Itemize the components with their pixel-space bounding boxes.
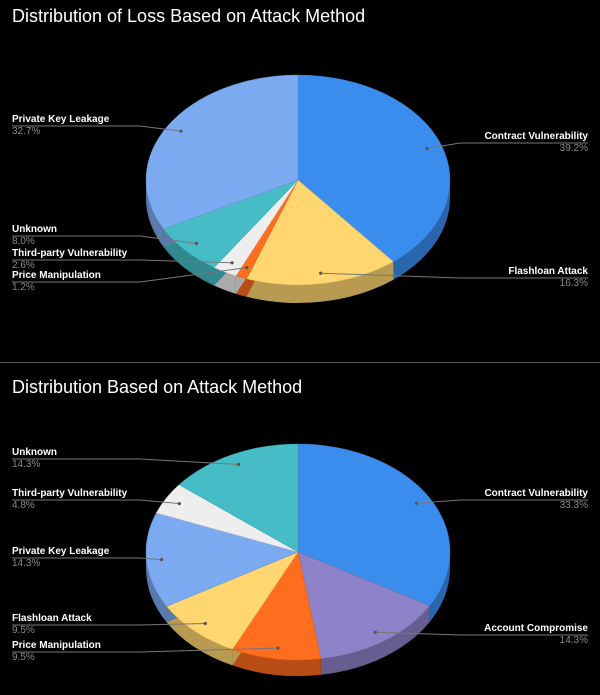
slice-label-name: Account Compromise xyxy=(484,623,588,634)
slice-label-value: 16.3% xyxy=(559,278,588,289)
slice-label-name: Flashloan Attack xyxy=(12,613,92,624)
leader-dot xyxy=(230,261,234,265)
leader-dot xyxy=(160,558,164,562)
slice-label-value: 14.3% xyxy=(12,459,41,470)
leader-line xyxy=(12,267,247,283)
pie-side-flashloan-attack xyxy=(166,606,233,666)
leader-line xyxy=(12,622,206,626)
pie-side-contract-vulnerability xyxy=(393,180,451,280)
slice-label-name: Unknown xyxy=(12,224,57,235)
slice-label-value: 4.8% xyxy=(12,500,35,511)
leader-line xyxy=(320,272,588,279)
leader-line xyxy=(12,647,278,653)
slice-label: Private Key Leakage 32.7% xyxy=(12,114,109,138)
leader-dot xyxy=(203,621,207,626)
slice-label-name: Third-party Vulnerability xyxy=(12,488,128,499)
slice-label-value: 14.3% xyxy=(12,558,41,569)
chart-title-loss: Distribution of Loss Based on Attack Met… xyxy=(12,6,366,26)
leader-line xyxy=(12,235,197,244)
leader-line xyxy=(375,631,588,636)
slice-label-name: Contract Vulnerability xyxy=(484,131,588,142)
slice-label-name: Private Key Leakage xyxy=(12,114,110,125)
slice-label-name: Price Manipulation xyxy=(12,640,101,651)
slice-label-value: 9.5% xyxy=(12,652,35,663)
slice-label: Flashloan Attack 9.5% xyxy=(12,613,92,637)
pie-side-price-manipulation xyxy=(232,649,321,676)
leader-dot xyxy=(236,462,241,467)
leader-line xyxy=(12,499,180,505)
slice-label: Third-party Vulnerability 2.6% xyxy=(12,248,127,272)
leader-dot xyxy=(319,271,323,275)
leader-dot xyxy=(276,646,280,650)
pie-slice-flashloan-attack xyxy=(246,179,394,286)
slice-label-value: 8.0% xyxy=(12,236,35,247)
pie-slice-unknown xyxy=(178,443,299,553)
pie-slice-flashloan-attack xyxy=(166,551,299,650)
slice-label-value: 14.3% xyxy=(559,635,588,646)
slice-label-value: 1.2% xyxy=(12,282,35,293)
leader-line xyxy=(12,125,181,132)
leader-dot xyxy=(414,501,419,505)
pie-slice-private-key-leakage xyxy=(145,74,299,230)
slice-label: Flashloan Attack 16.3% xyxy=(508,266,588,290)
leader-line xyxy=(426,142,588,150)
pie-side-flashloan-attack xyxy=(246,261,394,304)
leader-dot xyxy=(179,129,183,133)
slice-label-value: 32.7% xyxy=(12,126,41,137)
divider xyxy=(0,362,600,363)
leader-dot xyxy=(425,146,429,151)
slice-label: Price Manipulation 9.5% xyxy=(12,640,101,664)
slice-label: Contract Vulnerability 39.2% xyxy=(484,131,588,155)
leader-line xyxy=(12,557,162,561)
slice-label-value: 33.3% xyxy=(559,500,588,511)
chart-title-count: Distribution Based on Attack Method xyxy=(12,377,303,397)
pie-slice-contract-vulnerability xyxy=(297,443,451,607)
leader-line xyxy=(416,499,588,504)
leader-dot xyxy=(373,630,377,634)
slice-label-value: 9.5% xyxy=(12,625,35,636)
slice-label-name: Flashloan Attack xyxy=(508,266,588,277)
leader-line xyxy=(12,259,233,264)
slice-label: Unknown 8.0% xyxy=(12,224,57,248)
pie-side-private-key-leakage xyxy=(146,552,167,623)
pie-side-account-compromise xyxy=(320,605,430,675)
slice-label-name: Price Manipulation xyxy=(12,270,101,281)
slice-label-value: 39.2% xyxy=(559,143,588,154)
slice-label-name: Private Key Leakage xyxy=(12,546,110,557)
slice-label-name: Unknown xyxy=(12,447,57,458)
pie-slice-account-compromise xyxy=(297,551,431,660)
slice-label: Account Compromise 14.3% xyxy=(484,623,588,647)
leader-dot xyxy=(245,266,249,270)
leader-dot xyxy=(177,501,181,506)
pie-slice-price-manipulation xyxy=(232,551,322,661)
pie-slice-contract-vulnerability xyxy=(297,74,451,263)
slice-label-value: 2.6% xyxy=(12,260,35,271)
pie-side-private-key-leakage xyxy=(146,180,164,247)
slice-label: Unknown 14.3% xyxy=(12,447,57,471)
slice-label: Private Key Leakage 14.3% xyxy=(12,546,109,570)
leader-dot xyxy=(194,241,199,245)
slice-label: Third-party Vulnerability 4.8% xyxy=(12,488,127,512)
slice-label: Contract Vulnerability 33.3% xyxy=(484,488,588,512)
pie-side-contract-vulnerability xyxy=(429,552,450,622)
leader-line xyxy=(12,458,239,465)
slice-label-name: Third-party Vulnerability xyxy=(12,248,128,259)
pie-slice-private-key-leakage xyxy=(145,512,299,607)
slice-label: Price Manipulation 1.2% xyxy=(12,270,101,294)
slice-label-name: Contract Vulnerability xyxy=(484,488,588,499)
